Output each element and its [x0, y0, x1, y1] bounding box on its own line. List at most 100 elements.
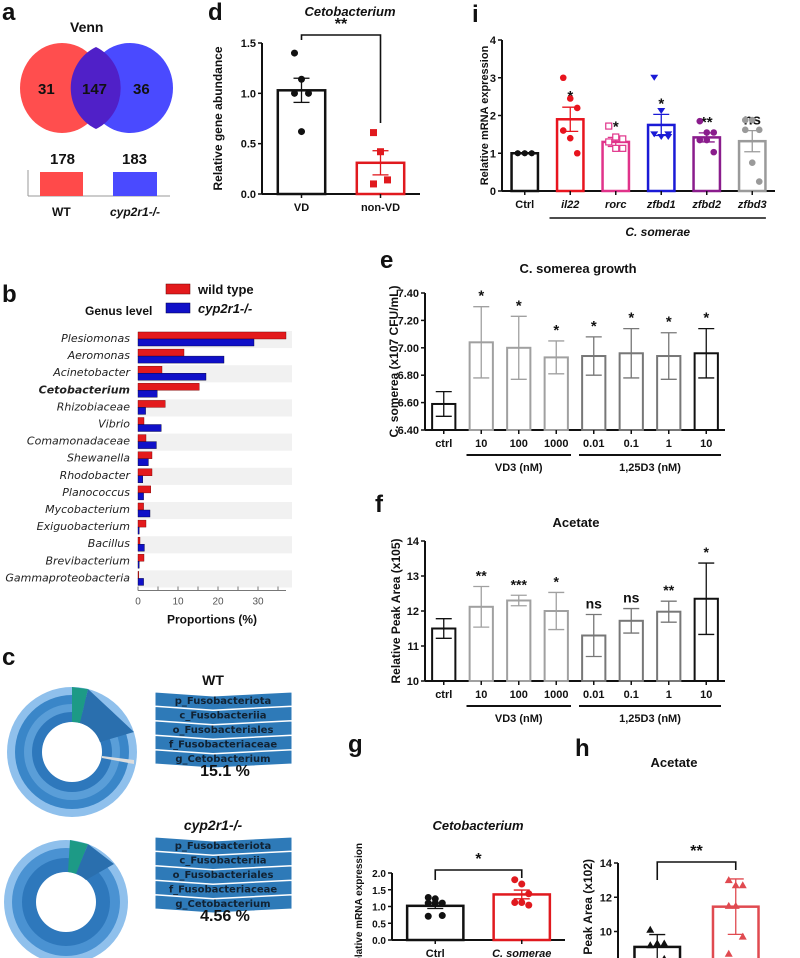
bar-100	[506, 599, 532, 682]
data-point	[573, 104, 581, 112]
genus-label: Brevibacterium	[45, 554, 130, 567]
panel-h: h 68101214Relative Peak Area (x102)Aceta…	[575, 735, 760, 958]
data-point	[438, 912, 446, 920]
significance-marker: **	[335, 16, 348, 33]
bar-wild-type	[137, 434, 147, 442]
data-point	[741, 126, 749, 134]
bar-cyp2r1	[137, 355, 225, 364]
significance-marker: *	[553, 322, 559, 339]
bar-wild-type	[137, 451, 153, 459]
data-point	[605, 122, 613, 130]
data-point	[731, 901, 740, 909]
genus-label: Cetobacterium	[39, 383, 130, 396]
sunburst-wt	[7, 687, 137, 817]
taxonomy-label: c_Fusobacteriia	[179, 856, 266, 867]
data-point	[657, 107, 666, 114]
bar-cyp2r1	[137, 475, 144, 484]
significance-marker: *	[703, 310, 709, 327]
x-tick-label: 0	[135, 597, 141, 608]
x-tick-label: zfbd3	[737, 199, 767, 211]
legend-swatch-cyp	[165, 302, 191, 314]
legend-wt: wild type	[197, 282, 254, 297]
data-point	[619, 144, 627, 152]
taxonomy-label: c_Fusobacteriia	[179, 711, 266, 722]
data-point	[710, 148, 718, 156]
panel-h-label: h	[575, 735, 590, 762]
bar-cyp2r1	[137, 390, 158, 398]
data-point	[646, 925, 655, 933]
data-point	[605, 138, 613, 146]
bar-wild-type	[137, 502, 144, 511]
x-tick-label: 1000	[544, 689, 568, 701]
significance-marker: *	[591, 318, 597, 335]
panel-e: e 6.40 6.60 6.80 7.00 7.20 7.40C. somerea (x1…	[380, 247, 725, 474]
data-point	[755, 178, 763, 185]
significance-marker: *	[666, 314, 672, 331]
bar-cyp	[113, 172, 157, 196]
x-tick-label: 1000	[544, 438, 568, 450]
significance-marker: *	[628, 310, 634, 327]
count-wt: 178	[50, 151, 75, 168]
x-tick-label: 0.01	[583, 689, 604, 701]
significance-marker: *	[704, 544, 710, 560]
bar-wild-type	[137, 331, 287, 340]
bar-cyp2r1	[137, 561, 140, 569]
x-tick-label: rorc	[605, 199, 626, 211]
y-tick-label: 0.5	[372, 919, 386, 930]
taxonomy-label: o_Fusobacteriales	[173, 870, 274, 881]
group-label: VD3 (nM)	[495, 713, 543, 725]
data-point	[566, 134, 574, 142]
panel-f-label: f	[375, 491, 384, 518]
data-point	[291, 89, 298, 97]
bar-wild-type	[137, 468, 153, 477]
x-tick-label: 0.01	[583, 438, 604, 450]
data-point	[619, 135, 627, 143]
row-band	[138, 399, 292, 417]
bar-wild-type	[137, 348, 185, 357]
chart-title: Cetobacterium	[304, 4, 395, 19]
genus-label: Gammaproteobacteria	[5, 571, 130, 584]
genus-label: Planococcus	[62, 486, 130, 499]
data-point	[521, 150, 528, 157]
data-point	[696, 117, 704, 125]
bar-ctrl	[405, 904, 465, 942]
bar-cyp2r1	[137, 372, 207, 381]
group-label: 1,25D3 (nM)	[619, 713, 681, 725]
data-point	[703, 129, 711, 136]
significance-marker: **	[690, 843, 703, 860]
y-axis-title: Relative Peak Area (x102)	[581, 859, 595, 958]
chart-title: Acetate	[651, 755, 698, 770]
data-point	[731, 881, 740, 889]
y-tick-label: 0.5	[241, 139, 256, 151]
genus-label: Comamonadaceae	[27, 435, 130, 448]
y-tick-label: 6.80	[398, 370, 419, 382]
group-label: VD3 (nM)	[495, 462, 543, 474]
panel-f: f 10 11 12 13 14 Relative Peak Area (x105) Ace…	[375, 491, 725, 725]
data-point	[710, 129, 718, 136]
data-point	[573, 149, 581, 157]
x-tick-label: 10	[475, 438, 487, 450]
data-point	[748, 159, 756, 166]
taxonomy-label: f_Fusobacteriaceae	[169, 885, 278, 896]
x-tick-label: Ctrl	[515, 199, 534, 211]
x-tick-label: 100	[510, 689, 528, 701]
significance-marker: *	[658, 95, 664, 112]
y-tick-label: 10	[407, 676, 419, 688]
y-tick-label: 1.5	[372, 886, 386, 897]
genus-label: Exiguobacterium	[37, 520, 130, 533]
panel-a-label: a	[2, 0, 16, 26]
data-point	[305, 89, 312, 97]
significance-marker: *	[516, 297, 522, 314]
panel-g: g 0.0 0.5 1.0 1.5 2.0 Relative mRNA expressio…	[348, 731, 565, 958]
taxonomy-box	[154, 894, 293, 914]
significance-bracket	[434, 869, 523, 880]
bar-cyp2r1	[137, 526, 140, 535]
x-tick-label: C. somerae	[492, 948, 551, 958]
y-axis-title: Relative mRNA expression	[354, 843, 365, 958]
y-tick-label: 1	[490, 148, 496, 160]
y-tick-label: 1.5	[241, 38, 256, 50]
data-point	[748, 116, 756, 124]
bar-cyp2r1	[137, 407, 146, 415]
sunburst-cyp	[4, 840, 128, 958]
data-point	[738, 932, 747, 940]
